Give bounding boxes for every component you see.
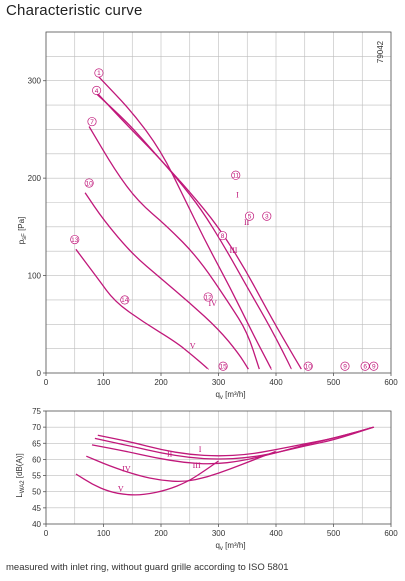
y-tick-label: 0 bbox=[37, 369, 42, 378]
operating-point-label: 8 bbox=[221, 233, 225, 240]
operating-point-marker bbox=[217, 231, 228, 241]
operating-point-marker bbox=[203, 292, 213, 302]
y-tick-label: 40 bbox=[32, 520, 41, 529]
y-axis-label: psF [Pa] bbox=[17, 217, 28, 245]
curve-IV bbox=[86, 450, 277, 483]
operating-point-label: 9 bbox=[372, 363, 376, 370]
pressure-panel: 0 100 200 300 400 500 600 0 100 200 300 qv [m³/h] ps… bbox=[17, 31, 398, 401]
x-tick-label: 0 bbox=[44, 529, 49, 538]
y-tick-label: 45 bbox=[32, 504, 41, 513]
x-tick-label: 200 bbox=[154, 378, 168, 387]
operating-point-marker bbox=[340, 361, 350, 371]
operating-point-label: 4 bbox=[95, 88, 99, 95]
x-tick-label: 500 bbox=[327, 529, 341, 538]
operating-point-marker bbox=[94, 68, 104, 78]
operating-point-marker bbox=[231, 170, 241, 180]
operating-point-marker bbox=[84, 178, 94, 188]
operating-point-label: 9 bbox=[343, 363, 347, 370]
y-tick-label: 55 bbox=[32, 472, 41, 481]
x-tick-label: 100 bbox=[97, 529, 111, 538]
operating-point-label: 10 bbox=[86, 180, 94, 187]
curve-label-IV: IV bbox=[122, 464, 131, 473]
curve-V bbox=[75, 460, 219, 496]
curve-label-III: III bbox=[229, 246, 237, 255]
curve-label-I: I bbox=[199, 445, 202, 454]
x-axis-label: qv [m³/h] bbox=[215, 541, 245, 552]
x-tick-label: 400 bbox=[269, 529, 283, 538]
operating-point-label: 14 bbox=[121, 297, 129, 304]
operating-point-label: 1 bbox=[97, 70, 101, 77]
operating-point-marker bbox=[218, 361, 228, 371]
x-tick-label: 100 bbox=[97, 378, 111, 387]
x-axis-label: qv [m³/h] bbox=[215, 390, 245, 401]
curve-I bbox=[97, 426, 375, 457]
curve-III bbox=[88, 126, 260, 370]
operating-point-label: 6 bbox=[363, 363, 367, 370]
curve-label-V: V bbox=[190, 342, 196, 351]
operating-point-marker bbox=[92, 85, 102, 96]
operating-point-label: 15 bbox=[219, 363, 227, 370]
y-tick-label: 75 bbox=[32, 407, 41, 416]
curve-label-V: V bbox=[118, 484, 124, 493]
curve-label-I: I bbox=[236, 191, 239, 200]
operating-point-marker bbox=[120, 295, 130, 305]
operating-point-marker bbox=[245, 211, 255, 221]
x-tick-label: 300 bbox=[212, 529, 226, 538]
operating-point-marker bbox=[70, 234, 80, 245]
y-axis-label: LWA2 [dB(A)] bbox=[15, 453, 26, 497]
y-tick-label: 200 bbox=[28, 174, 42, 183]
y-tick-label: 70 bbox=[32, 423, 41, 432]
operating-point-label: 5 bbox=[248, 213, 252, 220]
curve-IV bbox=[84, 192, 249, 370]
x-tick-label: 0 bbox=[44, 378, 49, 387]
x-tick-label: 600 bbox=[384, 529, 398, 538]
operating-point-label: 7 bbox=[90, 119, 94, 126]
curve-V bbox=[75, 248, 209, 370]
y-tick-label: 300 bbox=[28, 77, 42, 86]
curve-II bbox=[96, 91, 302, 370]
operating-point-marker bbox=[369, 361, 379, 371]
operating-point-label: 13 bbox=[71, 237, 79, 244]
operating-point-marker bbox=[303, 361, 313, 371]
operating-point-label: 11 bbox=[232, 173, 239, 180]
curve-label-IV: IV bbox=[209, 299, 218, 308]
operating-point-label: 3 bbox=[265, 213, 269, 220]
drawing-code: 79042 bbox=[376, 40, 385, 63]
y-tick-label: 65 bbox=[32, 439, 41, 448]
curve-label-III: III bbox=[193, 461, 201, 470]
y-tick-label: 60 bbox=[32, 455, 41, 464]
operating-point-label: 12 bbox=[205, 294, 213, 301]
operating-point-marker bbox=[262, 211, 272, 221]
x-tick-label: 600 bbox=[384, 378, 398, 387]
curve-label-II: II bbox=[167, 450, 173, 459]
x-tick-label: 300 bbox=[212, 378, 226, 387]
footer-note: measured with inlet ring, without guard … bbox=[6, 562, 289, 573]
x-tick-label: 200 bbox=[154, 529, 168, 538]
curve-label-II: II bbox=[244, 218, 250, 227]
sound-panel: 0 100 200 300 400 500 600 40 45 50 55 60 65 70 75 qv [m… bbox=[15, 407, 398, 552]
x-tick-label: 500 bbox=[327, 378, 341, 387]
y-tick-label: 100 bbox=[28, 272, 42, 281]
operating-point-marker bbox=[87, 117, 97, 127]
curve-III bbox=[91, 426, 375, 465]
operating-point-label: 10 bbox=[305, 363, 313, 370]
page-title: Characteristic curve bbox=[6, 2, 143, 19]
curve-unnamed-1 bbox=[94, 91, 293, 370]
curve-II bbox=[94, 426, 374, 460]
x-tick-label: 400 bbox=[269, 378, 283, 387]
curve-I bbox=[97, 75, 273, 370]
y-tick-label: 50 bbox=[32, 488, 41, 497]
